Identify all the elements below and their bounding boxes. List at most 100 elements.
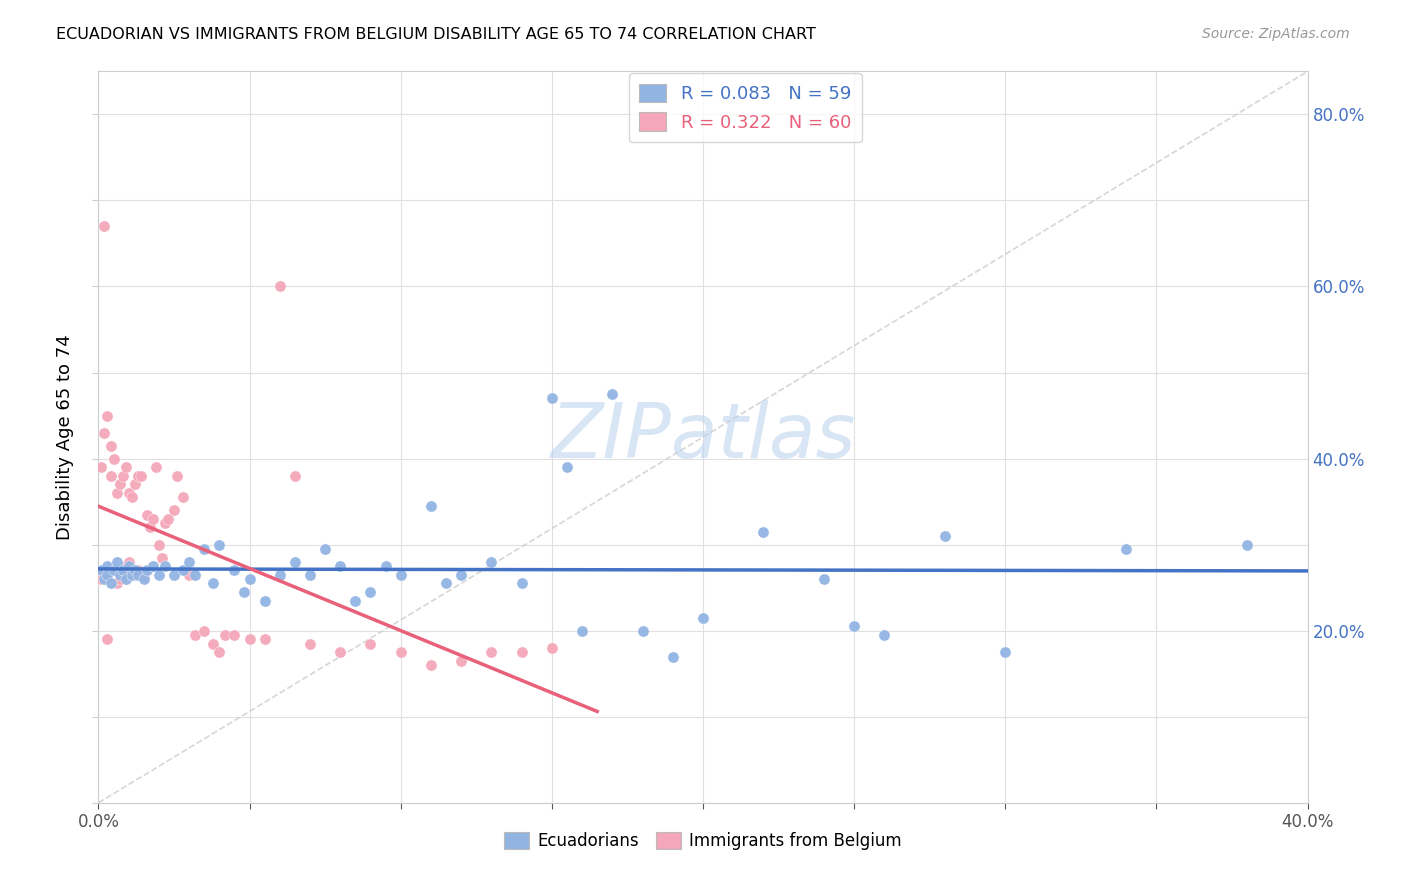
Point bbox=[93, 572, 115, 586]
Point bbox=[934, 529, 956, 543]
Point bbox=[193, 624, 215, 638]
Point bbox=[284, 468, 307, 483]
Point bbox=[193, 541, 215, 556]
Point bbox=[153, 559, 176, 574]
Point bbox=[434, 576, 457, 591]
Point bbox=[114, 559, 136, 574]
Point bbox=[132, 567, 155, 582]
Point bbox=[692, 611, 714, 625]
Point bbox=[994, 645, 1017, 659]
Point bbox=[105, 576, 128, 591]
Point bbox=[481, 555, 503, 569]
Point bbox=[813, 572, 835, 586]
Point bbox=[360, 585, 382, 599]
Point bbox=[90, 572, 112, 586]
Point bbox=[184, 628, 207, 642]
Point bbox=[114, 460, 136, 475]
Point bbox=[100, 439, 122, 453]
Point bbox=[873, 628, 896, 642]
Point bbox=[299, 637, 322, 651]
Legend: Ecuadorians, Immigrants from Belgium: Ecuadorians, Immigrants from Belgium bbox=[494, 822, 912, 860]
Point bbox=[139, 520, 162, 534]
Point bbox=[100, 576, 122, 591]
Point bbox=[389, 567, 412, 582]
Point bbox=[214, 628, 236, 642]
Point bbox=[1236, 538, 1258, 552]
Point bbox=[360, 637, 382, 651]
Point bbox=[132, 572, 155, 586]
Point bbox=[224, 628, 246, 642]
Point bbox=[239, 632, 262, 647]
Point bbox=[150, 550, 173, 565]
Point bbox=[156, 512, 179, 526]
Point bbox=[93, 564, 115, 578]
Point bbox=[555, 460, 578, 475]
Point bbox=[111, 468, 134, 483]
Point bbox=[93, 219, 115, 234]
Point bbox=[118, 559, 141, 574]
Point bbox=[111, 564, 134, 578]
Point bbox=[105, 486, 128, 500]
Point bbox=[135, 508, 157, 522]
Point bbox=[202, 637, 225, 651]
Point bbox=[93, 425, 115, 440]
Point bbox=[172, 491, 194, 505]
Text: Source: ZipAtlas.com: Source: ZipAtlas.com bbox=[1202, 27, 1350, 41]
Point bbox=[179, 567, 201, 582]
Point bbox=[96, 572, 118, 586]
Point bbox=[510, 645, 533, 659]
Point bbox=[661, 649, 683, 664]
Point bbox=[374, 559, 396, 574]
Point bbox=[208, 538, 231, 552]
Point bbox=[540, 640, 562, 655]
Point bbox=[172, 564, 194, 578]
Point bbox=[108, 477, 131, 491]
Point bbox=[602, 387, 624, 401]
Point bbox=[253, 593, 276, 607]
Point bbox=[232, 585, 254, 599]
Point bbox=[420, 499, 443, 513]
Point bbox=[127, 564, 149, 578]
Point bbox=[148, 538, 170, 552]
Point bbox=[163, 567, 186, 582]
Point bbox=[344, 593, 367, 607]
Point bbox=[121, 567, 143, 582]
Point bbox=[450, 567, 472, 582]
Point bbox=[114, 572, 136, 586]
Point bbox=[108, 572, 131, 586]
Point bbox=[299, 567, 322, 582]
Point bbox=[124, 567, 146, 582]
Point bbox=[202, 576, 225, 591]
Y-axis label: Disability Age 65 to 74: Disability Age 65 to 74 bbox=[56, 334, 75, 540]
Point bbox=[540, 392, 562, 406]
Text: ECUADORIAN VS IMMIGRANTS FROM BELGIUM DISABILITY AGE 65 TO 74 CORRELATION CHART: ECUADORIAN VS IMMIGRANTS FROM BELGIUM DI… bbox=[56, 27, 815, 42]
Point bbox=[103, 451, 125, 466]
Point bbox=[224, 564, 246, 578]
Point bbox=[420, 658, 443, 673]
Point bbox=[100, 468, 122, 483]
Point bbox=[96, 409, 118, 423]
Point bbox=[129, 468, 152, 483]
Point bbox=[127, 567, 149, 582]
Point bbox=[166, 468, 188, 483]
Point bbox=[284, 555, 307, 569]
Point bbox=[184, 567, 207, 582]
Point bbox=[118, 486, 141, 500]
Point bbox=[163, 503, 186, 517]
Point bbox=[145, 460, 167, 475]
Point bbox=[121, 491, 143, 505]
Point bbox=[510, 576, 533, 591]
Point bbox=[631, 624, 654, 638]
Point bbox=[153, 516, 176, 530]
Point bbox=[90, 564, 112, 578]
Point bbox=[208, 645, 231, 659]
Point bbox=[96, 559, 118, 574]
Point bbox=[179, 555, 201, 569]
Point bbox=[105, 555, 128, 569]
Point bbox=[103, 564, 125, 578]
Point bbox=[329, 645, 352, 659]
Point bbox=[90, 460, 112, 475]
Point bbox=[239, 572, 262, 586]
Point bbox=[96, 567, 118, 582]
Point bbox=[329, 559, 352, 574]
